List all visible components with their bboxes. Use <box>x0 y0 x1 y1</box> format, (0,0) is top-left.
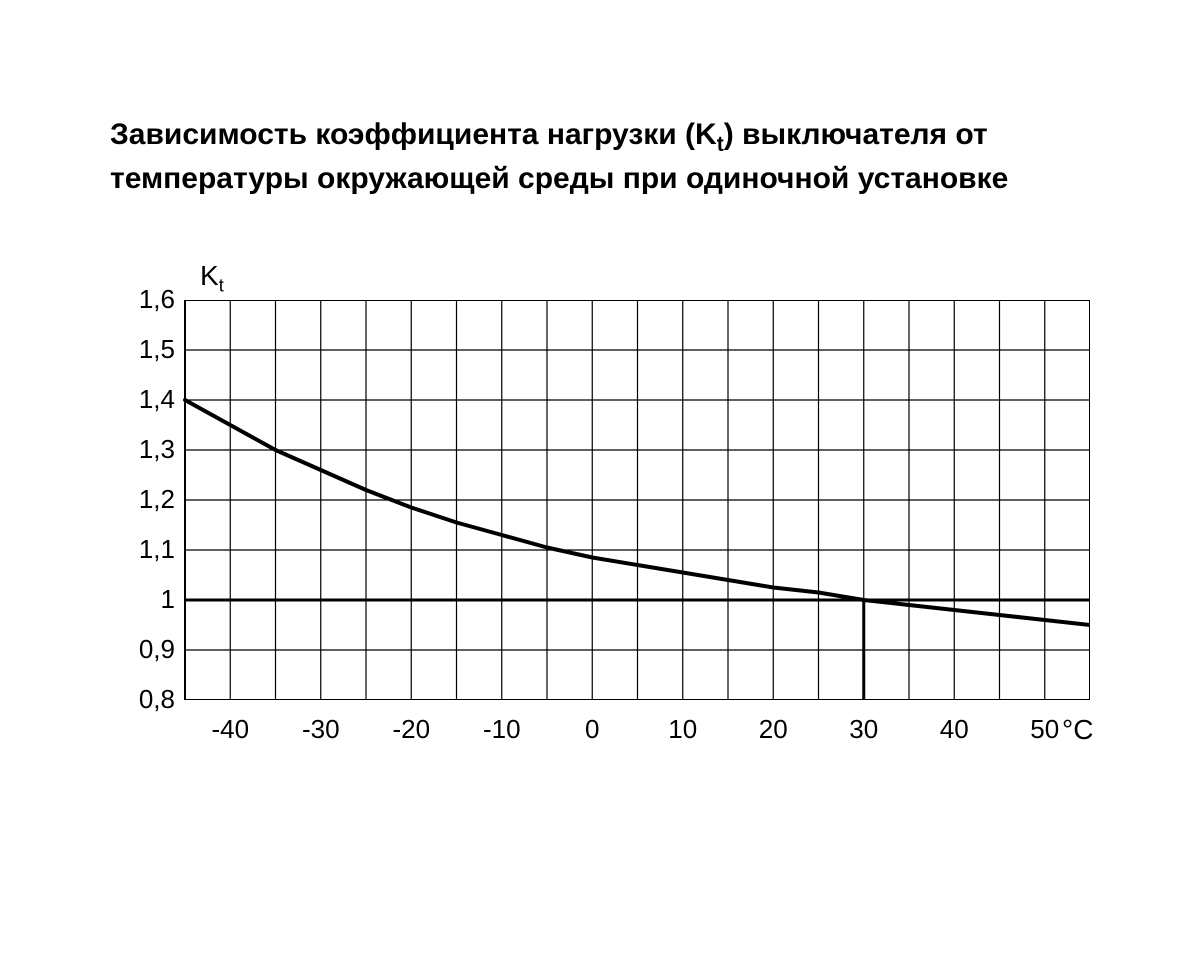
title-subscript: t <box>717 133 724 156</box>
chart-title: Зависимость коэффициента нагрузки (Kt) в… <box>110 115 1090 200</box>
chart-svg <box>100 300 1090 700</box>
y-tick-label: 0,8 <box>110 684 175 715</box>
x-tick-label: 40 <box>929 714 979 745</box>
x-tick-label: -10 <box>477 714 527 745</box>
y-tick-label: 1 <box>110 584 175 615</box>
y-tick-label: 1,6 <box>110 284 175 315</box>
page-root: Зависимость коэффициента нагрузки (Kt) в… <box>0 0 1200 960</box>
y-axis-label: Kt <box>200 260 224 297</box>
x-tick-label: -30 <box>296 714 346 745</box>
y-tick-label: 1,2 <box>110 484 175 515</box>
x-tick-label: 0 <box>567 714 617 745</box>
chart-container: Kt °C 0,80,911,11,21,31,41,51,6 -40-30-2… <box>100 300 1100 760</box>
title-line-2: температуры окружающей среды при одиночн… <box>110 162 1008 195</box>
y-tick-label: 1,4 <box>110 384 175 415</box>
x-tick-label: 30 <box>839 714 889 745</box>
x-tick-label: -20 <box>386 714 436 745</box>
x-tick-label: -40 <box>205 714 255 745</box>
y-tick-label: 1,1 <box>110 534 175 565</box>
y-tick-label: 1,5 <box>110 334 175 365</box>
title-line-1b: ) выключателя от <box>724 118 988 151</box>
y-axis-label-sub: t <box>219 276 224 296</box>
x-tick-label: 20 <box>748 714 798 745</box>
x-tick-label: 10 <box>658 714 708 745</box>
y-tick-label: 1,3 <box>110 434 175 465</box>
y-tick-label: 0,9 <box>110 634 175 665</box>
x-tick-label: 50 <box>1020 714 1070 745</box>
title-line-1a: Зависимость коэффициента нагрузки (K <box>110 118 717 151</box>
y-axis-label-main: K <box>200 260 219 291</box>
